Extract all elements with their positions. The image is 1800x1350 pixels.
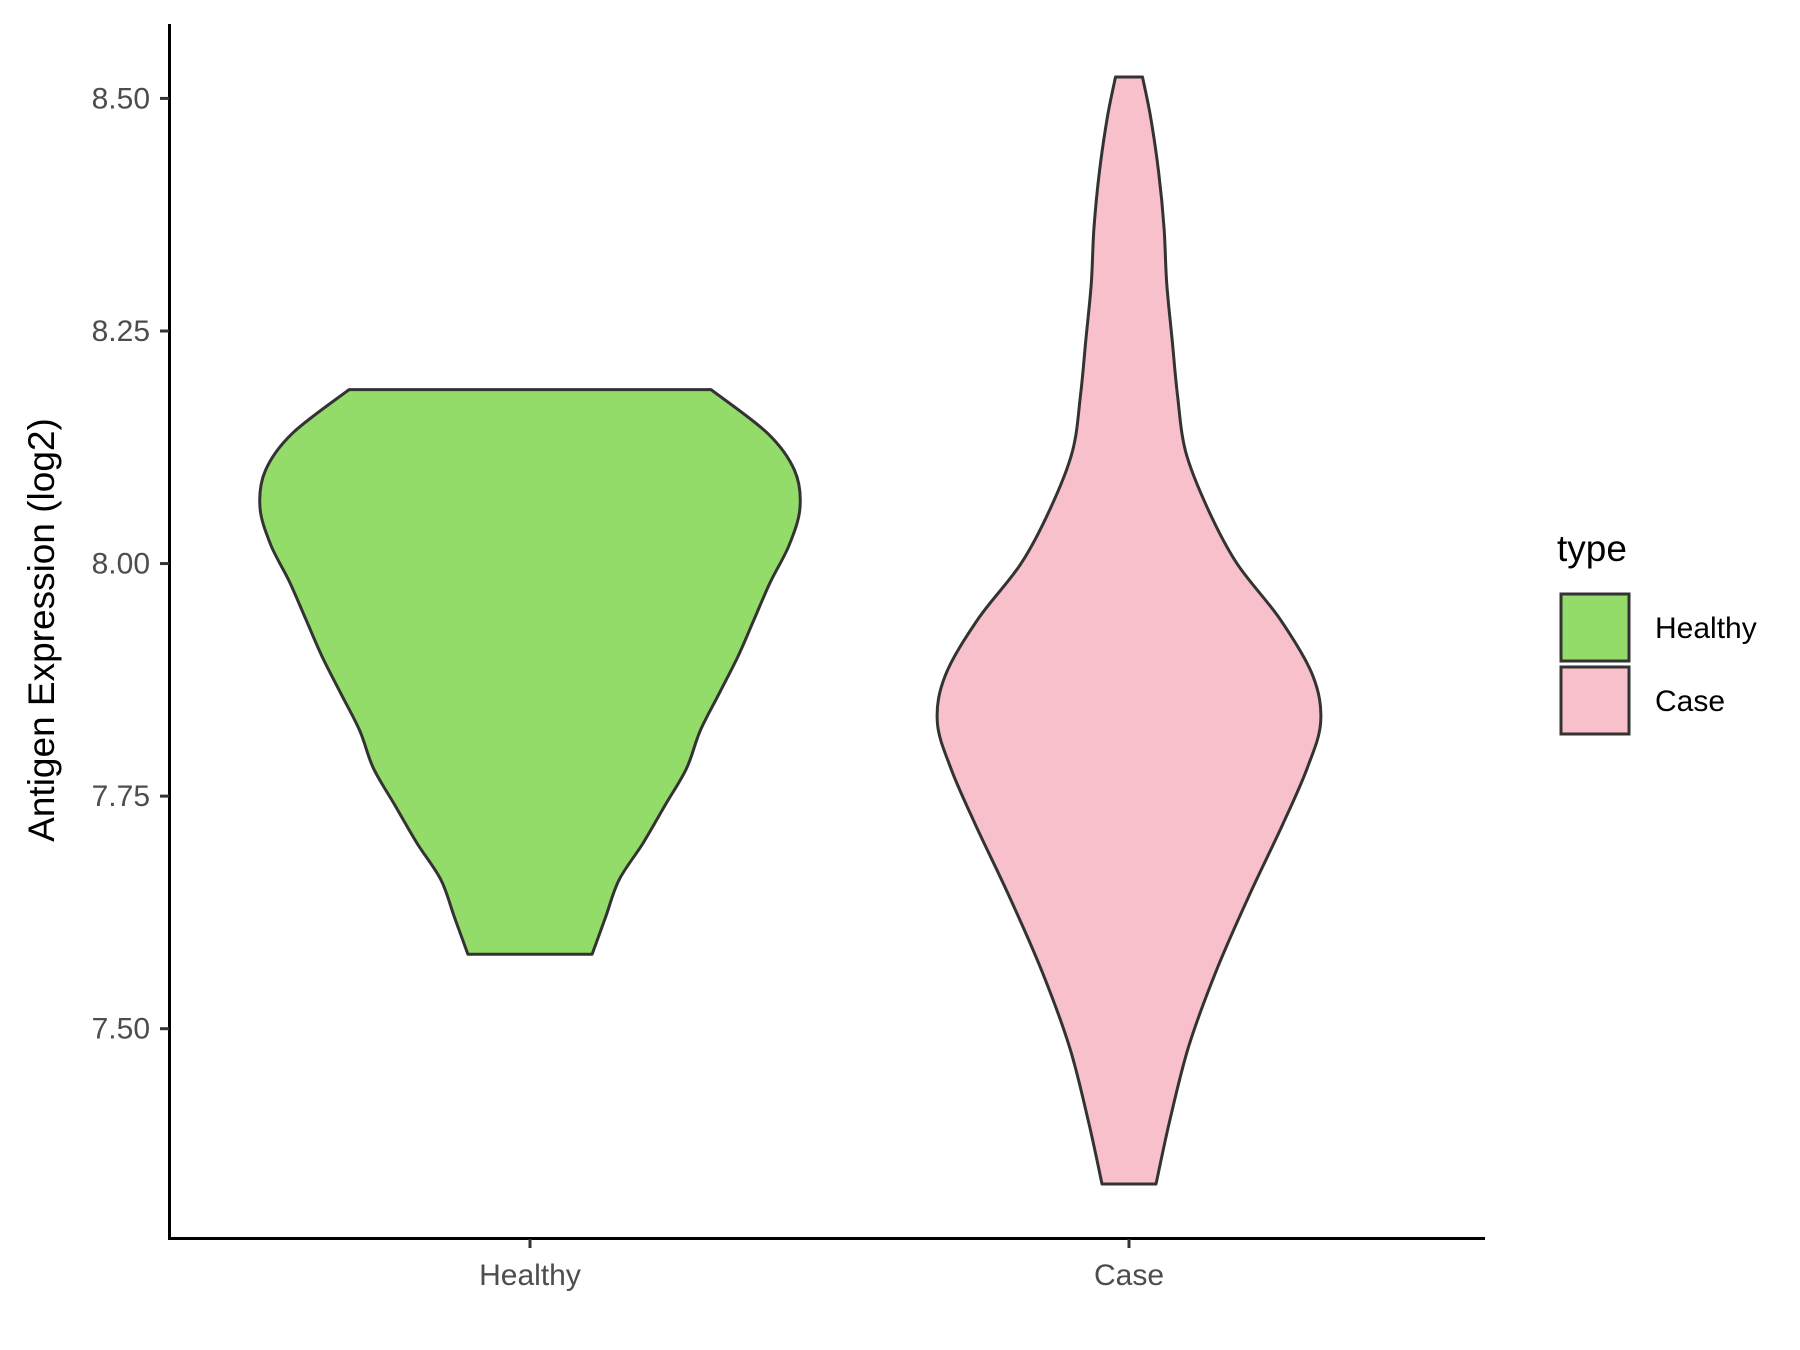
violin-case	[935, 75, 1323, 1186]
legend: type Healthy Case	[1557, 528, 1757, 736]
x-tick-label: Case	[1094, 1259, 1164, 1292]
y-axis-title: Antigen Expression (log2)	[21, 418, 62, 842]
legend-label-healthy: Healthy	[1655, 612, 1757, 645]
legend-entries: Healthy Case	[1559, 592, 1757, 736]
y-tick-label: 8.25	[92, 315, 150, 348]
y-tick-label: 8.50	[92, 82, 150, 115]
legend-label-case: Case	[1655, 685, 1725, 718]
violin-healthy	[258, 388, 802, 956]
y-tick-label: 7.50	[92, 1013, 150, 1046]
violins-group	[258, 75, 1323, 1186]
y-tick-label: 8.00	[92, 548, 150, 581]
y-ticks-group: 7.50 7.75 8.00 8.25 8.50	[92, 82, 169, 1046]
x-tick-label: Healthy	[479, 1259, 581, 1292]
legend-key-case	[1559, 665, 1631, 736]
y-tick-label: 7.75	[92, 780, 150, 813]
legend-key-healthy	[1559, 592, 1631, 663]
x-ticks-group: Healthy Case	[479, 1239, 1164, 1292]
legend-title: type	[1557, 528, 1627, 569]
